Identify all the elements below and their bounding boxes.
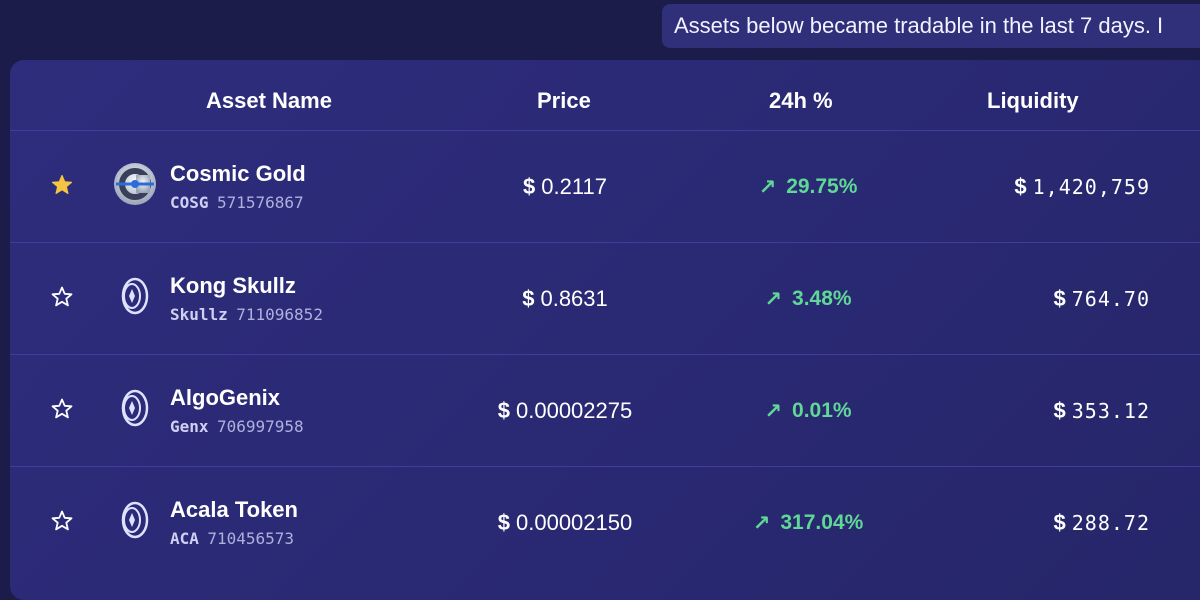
column-24h-change[interactable]: 24h % [769, 88, 833, 113]
liquidity-value: 764.70 [1071, 287, 1150, 311]
currency-symbol: $ [497, 398, 510, 423]
asset-code: Skullz [170, 305, 228, 324]
arrow-up-right-icon: ↗ [764, 399, 783, 423]
asset-id: 711096852 [236, 305, 323, 324]
column-asset-name[interactable]: Asset Name [206, 88, 332, 113]
arrow-up-right-icon: ↗ [752, 511, 771, 535]
asset-liquidity: $ 353.12 [1054, 355, 1151, 467]
table-row[interactable]: AlgoGenix Genx 706997958 $ 0.00002275 ↗ … [10, 354, 1200, 467]
asset-table: Asset Name Price 24h % Liquidity Cosmic … [10, 60, 1200, 600]
currency-symbol: $ [523, 174, 536, 199]
currency-symbol: $ [1053, 286, 1066, 311]
change-value: 317.04% [780, 511, 864, 534]
asset-name[interactable]: Cosmic Gold [170, 161, 306, 186]
asset-liquidity: $ 1,420,759 [1014, 131, 1150, 243]
asset-code-id: Skullz 711096852 [170, 305, 323, 325]
change-value: 0.01% [792, 399, 852, 422]
asset-code: COSG [170, 193, 209, 212]
coin-icon [121, 501, 149, 539]
coin-icon [121, 277, 149, 315]
asset-24h-change: ↗ 317.04% [698, 467, 918, 579]
column-liquidity[interactable]: Liquidity [987, 88, 1079, 113]
asset-price: $ 0.00002150 [465, 467, 665, 579]
price-value: 0.2117 [541, 174, 607, 199]
currency-symbol: $ [1014, 174, 1027, 199]
price-value: 0.00002150 [516, 510, 633, 535]
arrow-up-right-icon: ↗ [764, 287, 783, 311]
cosmic-gold-logo-icon [114, 163, 156, 205]
currency-symbol: $ [522, 286, 535, 311]
liquidity-value: 353.12 [1071, 399, 1150, 423]
currency-symbol: $ [497, 510, 510, 535]
liquidity-value: 1,420,759 [1032, 175, 1150, 199]
currency-symbol: $ [1053, 510, 1066, 535]
asset-code-id: Genx 706997958 [170, 417, 304, 437]
arrow-up-right-icon: ↗ [758, 175, 777, 199]
asset-name[interactable]: Acala Token [170, 497, 298, 522]
star-outline-icon[interactable] [50, 397, 74, 421]
star-outline-icon[interactable] [50, 509, 74, 533]
column-price[interactable]: Price [537, 88, 591, 113]
table-row[interactable]: Kong Skullz Skullz 711096852 $ 0.8631 ↗ … [10, 242, 1200, 355]
notice-text: Assets below became tradable in the last… [674, 13, 1164, 38]
new-assets-notice: Assets below became tradable in the last… [662, 4, 1200, 48]
asset-24h-change: ↗ 0.01% [698, 355, 918, 467]
asset-code-id: COSG 571576867 [170, 193, 304, 213]
asset-code: Genx [170, 417, 209, 436]
change-value: 3.48% [792, 287, 852, 310]
asset-24h-change: ↗ 3.48% [698, 243, 918, 355]
asset-price: $ 0.8631 [465, 243, 665, 355]
price-value: 0.8631 [540, 286, 608, 311]
asset-price: $ 0.00002275 [465, 355, 665, 467]
star-filled-icon[interactable] [50, 173, 74, 197]
asset-id: 710456573 [207, 529, 295, 548]
asset-name[interactable]: AlgoGenix [170, 385, 281, 410]
asset-liquidity: $ 764.70 [1054, 243, 1151, 355]
price-value: 0.00002275 [516, 398, 633, 423]
asset-id: 571576867 [216, 193, 304, 212]
asset-code: ACA [170, 529, 199, 548]
asset-id: 706997958 [216, 417, 304, 436]
star-outline-icon[interactable] [50, 285, 74, 309]
table-row[interactable]: Acala Token ACA 710456573 $ 0.00002150 ↗… [10, 466, 1200, 579]
change-value: 29.75% [786, 175, 858, 198]
table-row[interactable]: Cosmic Gold COSG 571576867 $ 0.2117 ↗ 29… [10, 130, 1200, 243]
currency-symbol: $ [1053, 398, 1066, 423]
coin-icon [121, 389, 149, 427]
table-header: Asset Name Price 24h % Liquidity [10, 60, 1200, 142]
asset-name[interactable]: Kong Skullz [170, 273, 296, 298]
asset-price: $ 0.2117 [465, 131, 665, 243]
asset-liquidity: $ 288.72 [1054, 467, 1151, 579]
asset-code-id: ACA 710456573 [170, 529, 294, 549]
asset-24h-change: ↗ 29.75% [698, 131, 918, 243]
liquidity-value: 288.72 [1071, 511, 1150, 535]
